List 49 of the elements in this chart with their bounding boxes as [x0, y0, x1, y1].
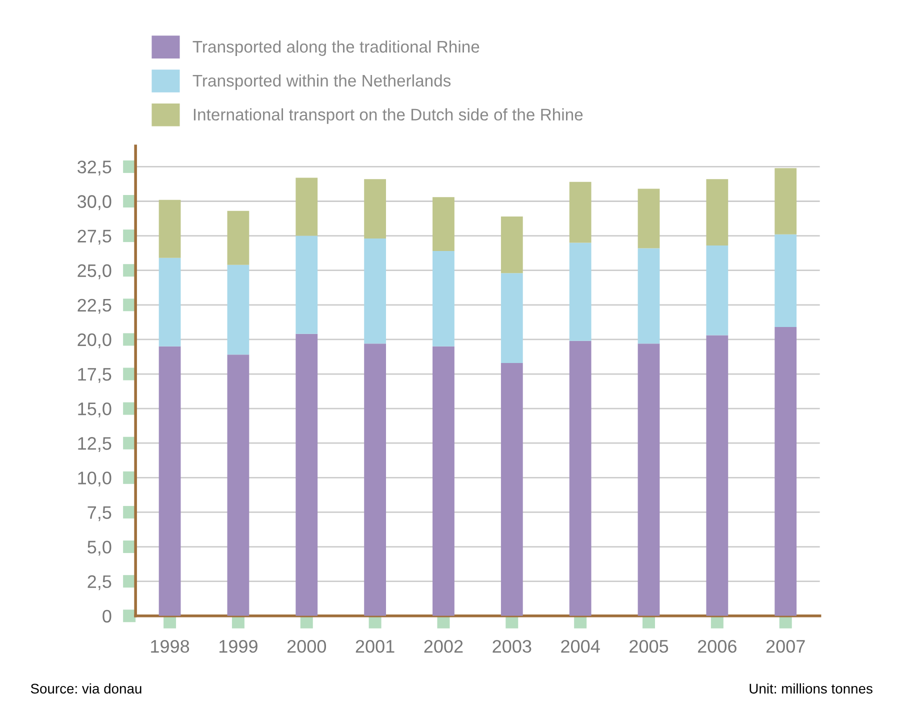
- legend-label: Transported along the traditional Rhine: [192, 40, 480, 56]
- y-tick-label: 12,5: [78, 437, 112, 452]
- bar: [569, 182, 592, 243]
- bar: [227, 210, 250, 265]
- y-tick-label: 0: [102, 610, 112, 623]
- bar: [638, 188, 660, 248]
- bar: [158, 200, 181, 258]
- x-tick-label: 1999: [220, 640, 258, 653]
- bar: [158, 258, 181, 346]
- bar: [500, 216, 523, 274]
- bar: [432, 251, 454, 346]
- y-tick-label: 22,5: [78, 298, 112, 314]
- x-tick-label: 2004: [561, 640, 600, 653]
- bar: [638, 248, 660, 344]
- source-note: Source: via donau: [30, 683, 142, 694]
- y-tick-label: 25,0: [78, 264, 112, 280]
- bar: [227, 264, 250, 355]
- bar: [296, 236, 318, 334]
- bar: [364, 179, 386, 239]
- bar: [706, 179, 728, 246]
- bar: [500, 273, 523, 363]
- bar: [706, 245, 728, 336]
- bar: [774, 234, 797, 328]
- legend-label: International transport on the Dutch side of the Rhine: [194, 108, 583, 124]
- bar: [296, 178, 318, 236]
- bar: [432, 197, 454, 251]
- x-tick-label: 2000: [287, 640, 326, 653]
- y-tick-label: 15,0: [78, 402, 112, 418]
- y-tick-label: 2,5: [88, 575, 112, 590]
- y-tick-label: 27,5: [78, 230, 112, 245]
- bar: [774, 168, 797, 234]
- bar: [569, 242, 592, 341]
- x-tick-label: 2002: [424, 640, 463, 653]
- legend-label: Transported within the Netherlands: [192, 74, 451, 90]
- y-tick-label: 30,0: [78, 195, 112, 210]
- y-tick-label: 10,0: [78, 472, 112, 487]
- x-tick-label: 2003: [492, 640, 532, 653]
- y-tick-label: 32,5: [78, 160, 112, 176]
- y-tick-label: 7,5: [88, 506, 112, 522]
- y-tick-label: 17,5: [78, 368, 112, 383]
- text: Unit: millions tonnes: [750, 683, 872, 694]
- y-tick-label: 20,0: [78, 333, 112, 348]
- x-tick-label: 2006: [698, 640, 736, 653]
- y-tick-label: 5,0: [88, 540, 112, 556]
- x-tick-label: 1998: [151, 640, 190, 653]
- bar: [364, 238, 386, 344]
- x-tick-label: 2007: [766, 640, 805, 653]
- x-tick-label: 2001: [356, 640, 394, 653]
- x-tick-label: 2005: [630, 640, 668, 653]
